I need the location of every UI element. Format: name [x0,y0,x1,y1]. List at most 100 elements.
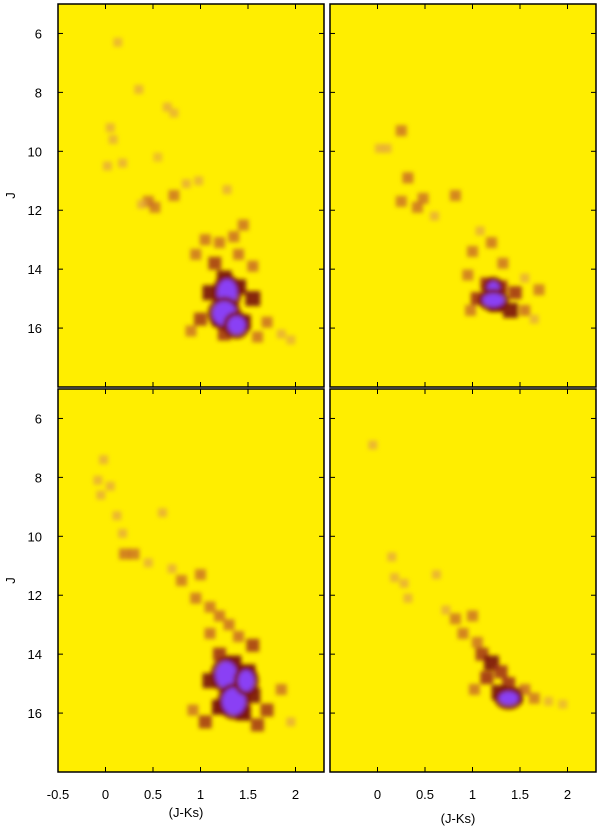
density-cell [93,475,103,485]
density-cell [198,715,212,729]
density-cell [529,314,539,324]
density-cell [153,152,163,162]
x-tick-label: 0.5 [416,787,434,802]
density-cell [142,195,154,207]
y-tick-label: 12 [28,588,42,603]
panel-bottom-right: 0 0.5 1 1.5 2 (J-Ks) [329,388,597,826]
density-cell [168,190,180,201]
density-cell [195,569,206,581]
density-cell [497,257,509,269]
density-cell [403,593,413,603]
density-cell [199,234,211,246]
density-cell [528,692,540,704]
density-cell [208,256,222,270]
density-cell [194,176,204,186]
density-core [482,293,504,307]
density-cell [395,195,407,207]
density-cell [508,286,522,300]
x-tick-label: -0.5 [47,787,69,802]
panel-background [58,4,324,387]
density-cell [228,231,240,243]
density-cell [544,696,553,706]
density-cell [402,172,414,184]
density-cell [519,304,531,316]
density-cell [214,610,225,622]
x-tick-label: 0 [102,787,109,802]
density-cell [276,329,286,339]
density-cell [108,135,118,144]
x-tick-label: 2 [564,787,571,802]
density-cell [533,284,545,296]
x-tick-label: 0.5 [144,787,162,802]
density-core [499,691,519,705]
density-cell [143,558,153,568]
density-cell [137,199,147,209]
density-cell [475,226,485,236]
density-cell [382,143,392,153]
density-cell [119,548,130,560]
density-cell [486,237,497,249]
density-cell [158,508,167,518]
x-tick-label: 1.5 [511,787,529,802]
density-cell [374,143,384,153]
x-tick-label: 1.5 [239,787,257,802]
panel-frame [329,3,597,388]
density-core [215,661,237,689]
density-cell [387,552,397,562]
y-axis-label: J [3,577,18,584]
density-cell [149,201,161,213]
y-tick-label: 16 [28,321,42,336]
density-cell [162,102,172,112]
panel-frame [57,3,325,388]
density-cell [233,631,244,642]
density-cell [467,610,478,622]
y-tick-label: 10 [28,529,42,544]
density-cell [105,123,115,133]
density-cell [368,440,378,450]
x-tick-label: 1 [197,787,204,802]
density-cell [558,699,568,709]
y-tick-label: 10 [28,144,42,159]
density-cell [105,481,115,491]
panel-background [330,389,596,772]
density-cell [457,628,469,639]
density-cell [190,248,202,260]
density-cell [185,325,197,337]
y-tick-label: 14 [28,262,42,277]
y-tick-label: 12 [28,203,42,218]
y-tick-label: 8 [35,85,42,100]
density-cell [176,575,187,586]
density-cell [449,190,461,201]
density-cell [261,316,273,328]
density-cell [519,684,531,695]
y-tick-label: 8 [35,470,42,485]
y-tick-label: 6 [35,411,42,426]
density-cell [181,179,191,189]
x-tick-label: 1 [469,787,476,802]
density-cell [503,302,518,318]
density-cell [260,703,274,717]
y-axis-label: J [3,192,18,199]
density-cell [214,237,225,249]
density-core [238,670,254,692]
density-core [227,316,246,334]
density-cell [449,613,461,625]
density-cell [390,573,400,583]
panel-bottom-left: 6 8 10 12 14 16 -0.5 0 0.5 1 1.5 2 J (J-Ks) [3,388,325,820]
density-cell [286,717,296,727]
density-cell [118,158,128,168]
density-cell [233,248,244,260]
density-cell [113,37,123,47]
density-cell [417,192,429,204]
density-cell [494,665,508,679]
density-cell [102,161,112,171]
density-cell [99,455,109,465]
density-cell [204,628,216,639]
density-cell [204,601,216,613]
y-tick-label: 16 [28,706,42,721]
x-axis-label: (J-Ks) [441,811,476,826]
density-cell [190,592,202,604]
panel-frame [57,388,325,773]
density-cell [237,219,249,231]
